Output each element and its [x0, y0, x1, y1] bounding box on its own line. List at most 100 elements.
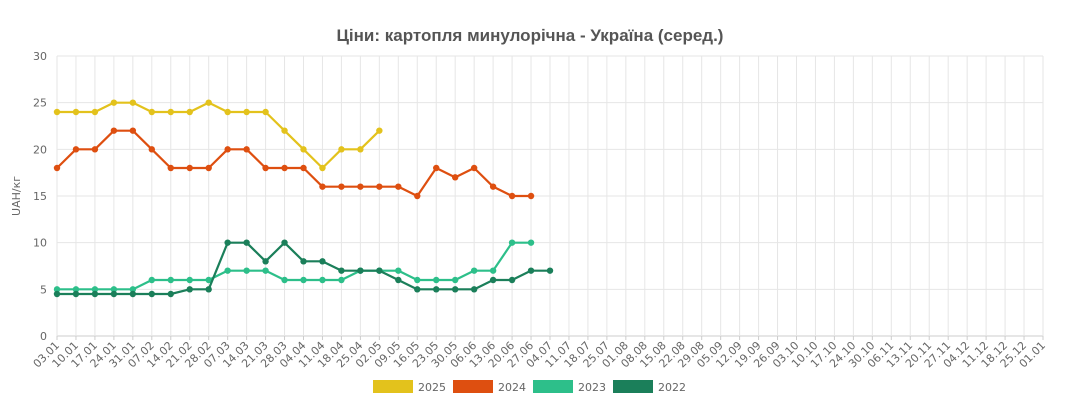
data-point[interactable] — [110, 286, 118, 293]
data-point[interactable] — [357, 183, 364, 190]
data-point[interactable] — [433, 164, 440, 172]
data-point[interactable] — [338, 146, 345, 153]
data-point[interactable] — [224, 108, 231, 116]
data-point[interactable] — [205, 286, 212, 293]
data-point[interactable] — [338, 183, 345, 190]
data-point[interactable] — [376, 127, 383, 134]
data-point[interactable] — [414, 286, 421, 293]
data-point[interactable] — [72, 286, 80, 293]
data-point[interactable] — [167, 164, 174, 172]
data-point[interactable] — [376, 267, 383, 274]
data-point[interactable] — [489, 267, 497, 274]
data-point[interactable] — [148, 290, 156, 298]
data-point[interactable] — [53, 286, 61, 293]
data-point[interactable] — [262, 267, 269, 274]
data-point[interactable] — [508, 192, 516, 200]
data-point[interactable] — [262, 108, 269, 116]
data-point[interactable] — [186, 108, 193, 116]
data-point[interactable] — [148, 276, 156, 284]
legend-item-2024[interactable]: 2024 — [453, 380, 526, 394]
legend-item-2023[interactable]: 2023 — [533, 380, 606, 394]
data-point[interactable] — [148, 146, 156, 153]
data-point[interactable] — [243, 267, 250, 274]
data-point[interactable] — [357, 267, 364, 274]
data-point[interactable] — [395, 276, 402, 284]
data-point[interactable] — [433, 276, 440, 284]
data-point[interactable] — [319, 164, 326, 172]
data-point[interactable] — [338, 276, 345, 284]
legend-item-2022[interactable]: 2022 — [613, 380, 686, 394]
data-point[interactable] — [72, 146, 80, 153]
data-point[interactable] — [527, 239, 535, 246]
data-point[interactable] — [167, 108, 174, 116]
data-point[interactable] — [243, 146, 250, 153]
data-point[interactable] — [470, 267, 478, 274]
legend-swatch — [453, 380, 493, 393]
data-point[interactable] — [281, 276, 288, 284]
data-point[interactable] — [129, 127, 137, 134]
data-point[interactable] — [546, 267, 554, 274]
data-point[interactable] — [508, 239, 516, 246]
data-point[interactable] — [110, 99, 118, 106]
data-point[interactable] — [470, 286, 478, 293]
data-point[interactable] — [262, 258, 269, 265]
data-point[interactable] — [167, 276, 174, 284]
data-point[interactable] — [72, 108, 80, 116]
data-point[interactable] — [243, 239, 250, 246]
data-point[interactable] — [338, 267, 345, 274]
data-point[interactable] — [91, 146, 99, 153]
data-point[interactable] — [186, 276, 193, 284]
data-point[interactable] — [205, 164, 212, 172]
data-point[interactable] — [319, 276, 326, 284]
data-point[interactable] — [395, 267, 402, 274]
data-point[interactable] — [527, 267, 535, 274]
data-point[interactable] — [129, 99, 137, 106]
data-point[interactable] — [414, 192, 421, 200]
data-point[interactable] — [205, 276, 212, 284]
data-point[interactable] — [376, 183, 383, 190]
data-point[interactable] — [489, 276, 497, 284]
data-point[interactable] — [281, 239, 288, 246]
data-point[interactable] — [281, 127, 288, 134]
data-point[interactable] — [167, 290, 174, 298]
data-point[interactable] — [53, 108, 61, 116]
data-point[interactable] — [527, 192, 535, 200]
data-point[interactable] — [205, 99, 212, 106]
data-point[interactable] — [357, 146, 364, 153]
data-point[interactable] — [451, 174, 459, 181]
data-point[interactable] — [224, 267, 231, 274]
data-point[interactable] — [300, 258, 307, 265]
legend-item-2025[interactable]: 2025 — [373, 380, 446, 394]
data-point[interactable] — [110, 290, 118, 298]
data-point[interactable] — [281, 164, 288, 172]
data-point[interactable] — [243, 108, 250, 116]
data-point[interactable] — [224, 239, 231, 246]
data-point[interactable] — [414, 276, 421, 284]
data-point[interactable] — [508, 276, 516, 284]
data-point[interactable] — [186, 164, 193, 172]
data-point[interactable] — [129, 290, 137, 298]
data-point[interactable] — [489, 183, 497, 190]
data-point[interactable] — [91, 286, 99, 293]
data-point[interactable] — [470, 164, 478, 172]
data-point[interactable] — [110, 127, 118, 134]
data-point[interactable] — [433, 286, 440, 293]
data-point[interactable] — [319, 258, 326, 265]
data-point[interactable] — [91, 290, 99, 298]
data-point[interactable] — [319, 183, 326, 190]
data-point[interactable] — [395, 183, 402, 190]
data-point[interactable] — [186, 286, 193, 293]
data-point[interactable] — [129, 286, 137, 293]
data-point[interactable] — [300, 146, 307, 153]
data-point[interactable] — [53, 164, 61, 172]
data-point[interactable] — [451, 276, 459, 284]
data-point[interactable] — [451, 286, 459, 293]
data-point[interactable] — [148, 108, 156, 116]
data-point[interactable] — [91, 108, 99, 116]
data-point[interactable] — [262, 164, 269, 172]
data-point[interactable] — [300, 164, 307, 172]
data-point[interactable] — [53, 290, 61, 298]
data-point[interactable] — [224, 146, 231, 153]
data-point[interactable] — [300, 276, 307, 284]
data-point[interactable] — [72, 290, 80, 298]
